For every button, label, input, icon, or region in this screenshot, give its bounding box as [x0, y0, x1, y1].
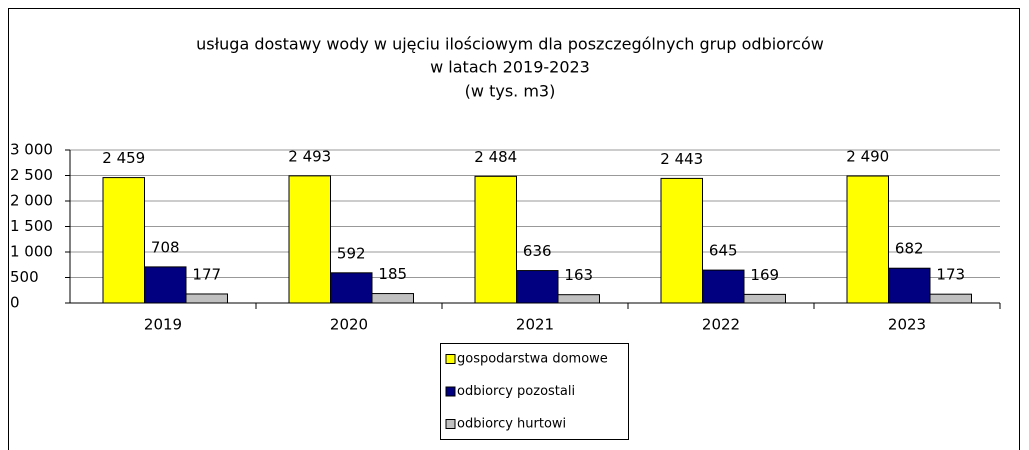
bar: [288, 175, 331, 304]
chart-title: (w tys. m3): [465, 82, 556, 101]
legend-label: odbiorcy pozostali: [457, 384, 575, 399]
y-tick-label: 1 000: [10, 243, 53, 261]
data-label: 682: [895, 240, 924, 258]
legend-label: gospodarstwa domowe: [457, 352, 608, 367]
bar: [371, 293, 414, 304]
legend-swatch: [445, 419, 456, 429]
legend-swatch: [445, 354, 456, 364]
data-label: 169: [750, 266, 779, 284]
bar: [702, 269, 745, 304]
data-label: 2 493: [288, 147, 331, 165]
bar: [185, 293, 228, 304]
y-tick-label: 500: [10, 268, 39, 286]
y-tick-label: 1 500: [10, 217, 53, 235]
data-label: 2 443: [660, 150, 703, 168]
bar: [516, 270, 559, 304]
legend: [440, 343, 629, 440]
bar: [144, 266, 187, 304]
data-label: 2 490: [846, 148, 889, 166]
bar: [846, 175, 889, 304]
chart-title: usługa dostawy wody w ujęciu ilościowym …: [196, 35, 824, 54]
data-label: 592: [337, 244, 366, 262]
legend-label: odbiorcy hurtowi: [457, 417, 566, 432]
bar: [557, 294, 600, 304]
bar: [474, 175, 517, 304]
data-label: 163: [564, 266, 593, 284]
data-label: 636: [523, 242, 552, 260]
bar: [888, 267, 931, 304]
data-label: 177: [192, 265, 221, 283]
chart-title: w latach 2019-2023: [430, 58, 590, 77]
bar: [102, 177, 145, 304]
bar: [330, 272, 373, 304]
legend-swatch: [445, 386, 456, 397]
x-tick-label: 2021: [516, 316, 554, 334]
x-tick-label: 2020: [330, 316, 368, 334]
bar: [660, 177, 703, 304]
x-tick-label: 2022: [702, 316, 740, 334]
bar: [929, 293, 972, 304]
data-label: 708: [151, 238, 180, 256]
y-tick-label: 0: [10, 294, 20, 312]
data-label: 645: [709, 242, 738, 260]
bar: [743, 293, 786, 304]
y-tick-label: 2 500: [10, 166, 53, 184]
data-label: 173: [936, 266, 965, 284]
x-tick-label: 2023: [888, 316, 926, 334]
data-label: 185: [378, 265, 407, 283]
y-tick-label: 3 000: [10, 141, 53, 159]
x-tick-label: 2019: [144, 316, 182, 334]
data-label: 2 484: [474, 148, 517, 166]
y-tick-label: 2 000: [10, 192, 53, 210]
data-label: 2 459: [102, 149, 145, 167]
